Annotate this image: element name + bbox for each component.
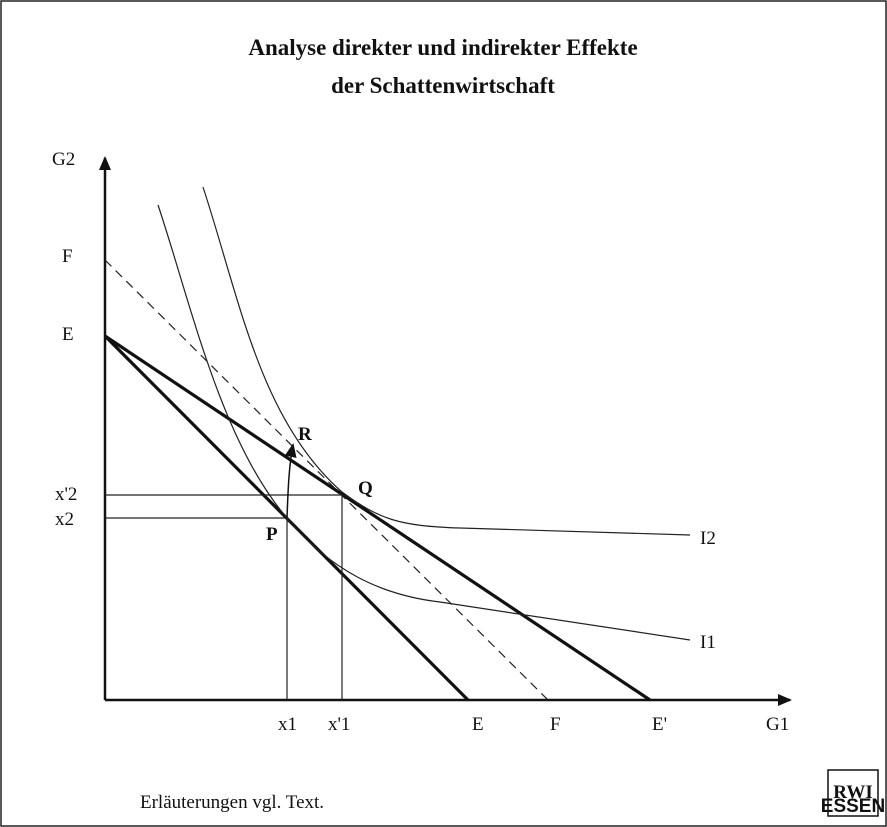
indifference-curve-i1	[157, 204, 691, 641]
x-label: F	[550, 714, 561, 735]
y-axis-label: G2	[52, 149, 75, 170]
y-label: x'2	[55, 484, 77, 505]
curve-label: I2	[700, 528, 716, 549]
curve-label: I1	[700, 632, 716, 653]
y-label: F	[62, 246, 73, 267]
point-label: R	[298, 424, 312, 445]
x-axis-label: G1	[766, 714, 789, 735]
x-label: x'1	[328, 714, 350, 735]
y-label: x2	[55, 509, 74, 530]
logo-sub: ESSEN	[821, 796, 885, 817]
logo-box	[827, 769, 879, 817]
x-label: E'	[652, 714, 667, 735]
budget-line-f	[104, 259, 549, 701]
y-label: E	[62, 324, 74, 345]
point-label: Q	[358, 478, 373, 499]
title: der Schattenwirtschaft	[331, 73, 555, 98]
x-label: x1	[278, 714, 297, 735]
x-label: E	[472, 714, 484, 735]
shift-arrow	[284, 443, 297, 519]
note: Erläuterungen vgl. Text.	[140, 792, 324, 813]
point-label: P	[266, 524, 278, 545]
budget-line-e-prime	[104, 334, 651, 702]
logo-name: RWI	[833, 782, 872, 803]
indifference-curve-i2	[202, 186, 691, 536]
title: Analyse direkter und indirekter Effekte	[248, 35, 637, 60]
